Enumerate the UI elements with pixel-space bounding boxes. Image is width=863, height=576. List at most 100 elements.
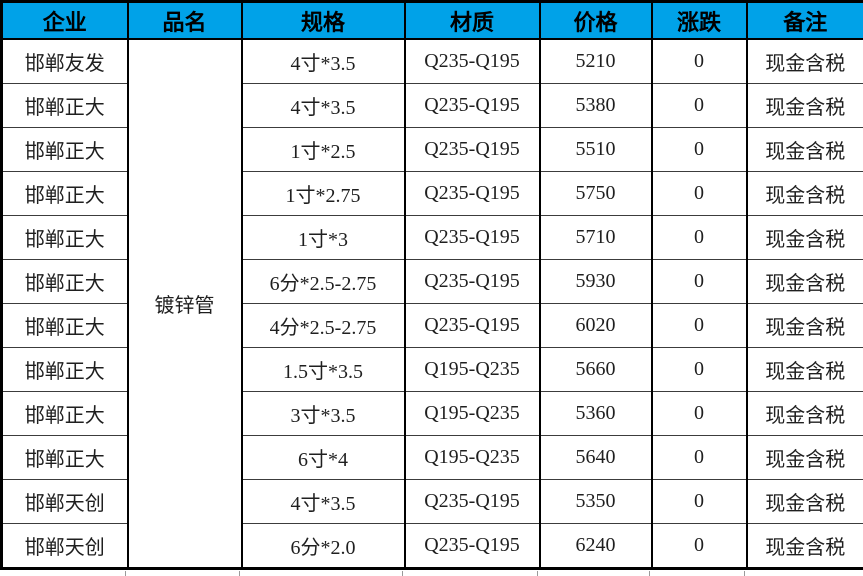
cell-note: 现金含税 — [745, 127, 863, 172]
cell-product-name-merged: 镀锌管 — [126, 38, 243, 569]
cell-price: 5930 — [538, 259, 653, 304]
cropped-cell-divider — [240, 571, 403, 576]
cell-company: 邯郸正大 — [0, 303, 129, 348]
column-header-spec: 规格 — [240, 0, 406, 40]
cell-material: Q235-Q195 — [403, 171, 541, 216]
cropped-cell-divider — [403, 571, 538, 576]
cell-price: 5350 — [538, 479, 653, 524]
cell-note: 现金含税 — [745, 435, 863, 480]
cell-change: 0 — [650, 83, 748, 128]
cell-note: 现金含税 — [745, 523, 863, 569]
cell-company: 邯郸正大 — [0, 391, 129, 436]
cell-price: 6020 — [538, 303, 653, 348]
cell-change: 0 — [650, 435, 748, 480]
cell-spec: 6寸*4 — [240, 435, 406, 480]
table-row: 邯郸正大 1寸*2.5 Q235-Q195 5510 0 现金含税 — [0, 127, 863, 172]
cell-spec: 1.5寸*3.5 — [240, 347, 406, 392]
cropped-cell-divider — [0, 571, 126, 576]
cell-price: 5750 — [538, 171, 653, 216]
cropped-cell-divider — [538, 571, 650, 576]
cell-spec: 1寸*2.75 — [240, 171, 406, 216]
cell-price: 5660 — [538, 347, 653, 392]
cell-spec: 1寸*2.5 — [240, 127, 406, 172]
cell-note: 现金含税 — [745, 83, 863, 128]
table-row: 邯郸正大 1寸*2.75 Q235-Q195 5750 0 现金含税 — [0, 171, 863, 216]
cell-company: 邯郸天创 — [0, 479, 129, 524]
cell-price: 5710 — [538, 215, 653, 260]
cell-price: 5640 — [538, 435, 653, 480]
cell-note: 现金含税 — [745, 38, 863, 84]
cell-spec: 4寸*3.5 — [240, 83, 406, 128]
cell-material: Q235-Q195 — [403, 259, 541, 304]
cell-note: 现金含税 — [745, 171, 863, 216]
column-header-material: 材质 — [403, 0, 541, 40]
cell-material: Q235-Q195 — [403, 38, 541, 84]
cell-material: Q235-Q195 — [403, 303, 541, 348]
cell-note: 现金含税 — [745, 303, 863, 348]
cell-company: 邯郸天创 — [0, 523, 129, 569]
cell-change: 0 — [650, 523, 748, 569]
table-row: 邯郸正大 4分*2.5-2.75 Q235-Q195 6020 0 现金含税 — [0, 303, 863, 348]
table-row: 邯郸天创 4寸*3.5 Q235-Q195 5350 0 现金含税 — [0, 479, 863, 524]
column-header-change: 涨跌 — [650, 0, 748, 40]
column-header-note: 备注 — [745, 0, 863, 40]
cell-change: 0 — [650, 391, 748, 436]
column-header-price: 价格 — [538, 0, 653, 40]
cell-material: Q195-Q235 — [403, 391, 541, 436]
cell-spec: 3寸*3.5 — [240, 391, 406, 436]
cell-change: 0 — [650, 215, 748, 260]
cell-change: 0 — [650, 347, 748, 392]
cell-company: 邯郸正大 — [0, 347, 129, 392]
cell-material: Q195-Q235 — [403, 347, 541, 392]
cell-note: 现金含税 — [745, 347, 863, 392]
cropped-cell-divider — [126, 571, 240, 576]
table-row: 邯郸正大 3寸*3.5 Q195-Q235 5360 0 现金含税 — [0, 391, 863, 436]
cell-material: Q235-Q195 — [403, 215, 541, 260]
table-row: 邯郸正大 6寸*4 Q195-Q235 5640 0 现金含税 — [0, 435, 863, 480]
cell-spec: 4寸*3.5 — [240, 479, 406, 524]
table-row: 邯郸正大 6分*2.5-2.75 Q235-Q195 5930 0 现金含税 — [0, 259, 863, 304]
cell-change: 0 — [650, 259, 748, 304]
cell-change: 0 — [650, 171, 748, 216]
table-row: 邯郸友发 镀锌管 4寸*3.5 Q235-Q195 5210 0 现金含税 — [0, 38, 863, 569]
cell-spec: 4分*2.5-2.75 — [240, 303, 406, 348]
cell-company: 邯郸正大 — [0, 215, 129, 260]
cell-spec: 6分*2.0 — [240, 523, 406, 569]
cell-price: 6240 — [538, 523, 653, 569]
cell-change: 0 — [650, 303, 748, 348]
cell-change: 0 — [650, 479, 748, 524]
cell-company: 邯郸友发 — [0, 38, 129, 84]
column-header-product: 品名 — [126, 0, 243, 40]
cell-material: Q195-Q235 — [403, 435, 541, 480]
cropped-cell-divider — [745, 571, 863, 576]
cell-change: 0 — [650, 38, 748, 84]
cell-note: 现金含税 — [745, 391, 863, 436]
table-row: 邯郸天创 6分*2.0 Q235-Q195 6240 0 现金含税 — [0, 523, 863, 569]
table-row: 邯郸正大 4寸*3.5 Q235-Q195 5380 0 现金含税 — [0, 83, 863, 128]
cell-company: 邯郸正大 — [0, 259, 129, 304]
cell-spec: 6分*2.5-2.75 — [240, 259, 406, 304]
cell-company: 邯郸正大 — [0, 435, 129, 480]
cell-spec: 1寸*3 — [240, 215, 406, 260]
cell-price: 5210 — [538, 38, 653, 84]
cropped-cell-divider — [650, 571, 745, 576]
cell-note: 现金含税 — [745, 215, 863, 260]
cell-note: 现金含税 — [745, 259, 863, 304]
cell-company: 邯郸正大 — [0, 127, 129, 172]
cropped-next-row — [0, 571, 863, 576]
table-row: 邯郸正大 1寸*3 Q235-Q195 5710 0 现金含税 — [0, 215, 863, 260]
column-header-company: 企业 — [0, 0, 129, 40]
cell-price: 5360 — [538, 391, 653, 436]
header-row: 企业 品名 规格 材质 价格 涨跌 备注 — [0, 0, 863, 40]
cell-price: 5380 — [538, 83, 653, 128]
cell-note: 现金含税 — [745, 479, 863, 524]
cell-price: 5510 — [538, 127, 653, 172]
cell-change: 0 — [650, 127, 748, 172]
cell-material: Q235-Q195 — [403, 523, 541, 569]
cell-company: 邯郸正大 — [0, 171, 129, 216]
cell-spec: 4寸*3.5 — [240, 38, 406, 84]
cell-material: Q235-Q195 — [403, 127, 541, 172]
cell-company: 邯郸正大 — [0, 83, 129, 128]
